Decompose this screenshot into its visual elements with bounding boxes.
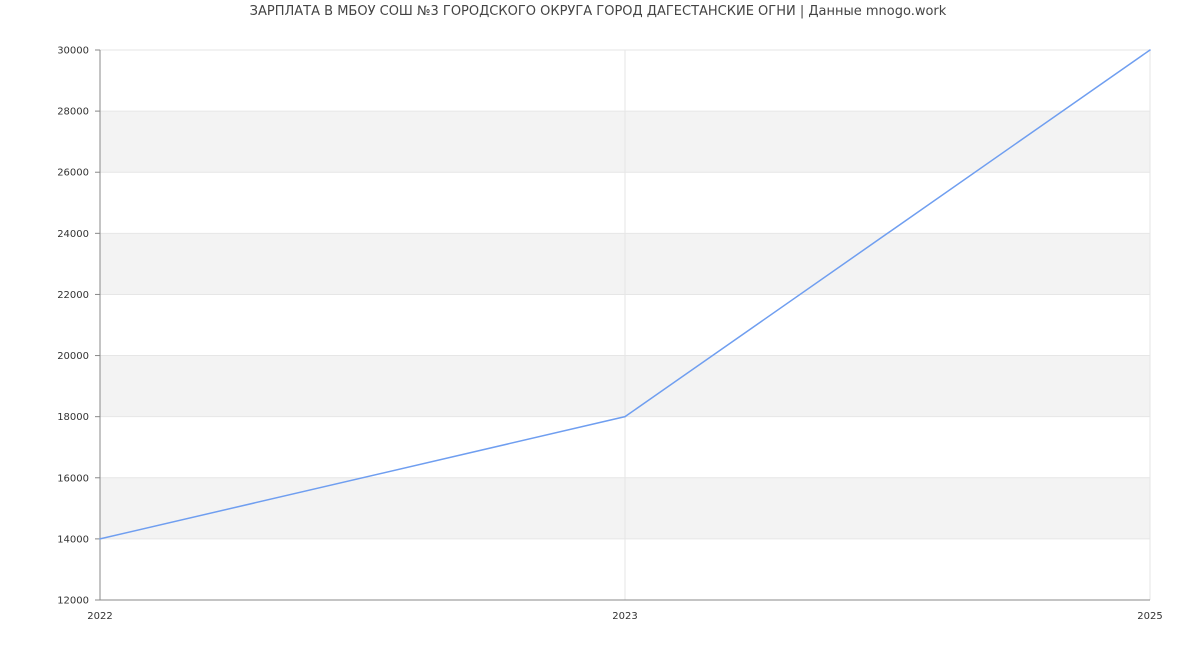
x-tick-label: 2023 bbox=[612, 611, 637, 622]
x-tick-label: 2025 bbox=[1137, 611, 1162, 622]
y-tick-label: 18000 bbox=[57, 412, 89, 423]
y-tick-label: 26000 bbox=[57, 168, 89, 179]
data-point bbox=[1149, 49, 1151, 51]
y-tick-label: 20000 bbox=[57, 351, 89, 362]
y-tick-label: 12000 bbox=[57, 596, 89, 607]
y-tick-label: 30000 bbox=[57, 46, 89, 57]
y-tick-label: 14000 bbox=[57, 534, 89, 545]
chart-title: ЗАРПЛАТА В МБОУ СОШ №3 ГОРОДСКОГО ОКРУГА… bbox=[249, 4, 947, 19]
data-point bbox=[99, 538, 101, 540]
y-tick-label: 16000 bbox=[57, 473, 89, 484]
y-tick-label: 28000 bbox=[57, 107, 89, 118]
x-tick-label: 2022 bbox=[87, 611, 112, 622]
y-tick-label: 24000 bbox=[57, 229, 89, 240]
data-point bbox=[624, 415, 626, 418]
y-tick-label: 22000 bbox=[57, 290, 89, 301]
